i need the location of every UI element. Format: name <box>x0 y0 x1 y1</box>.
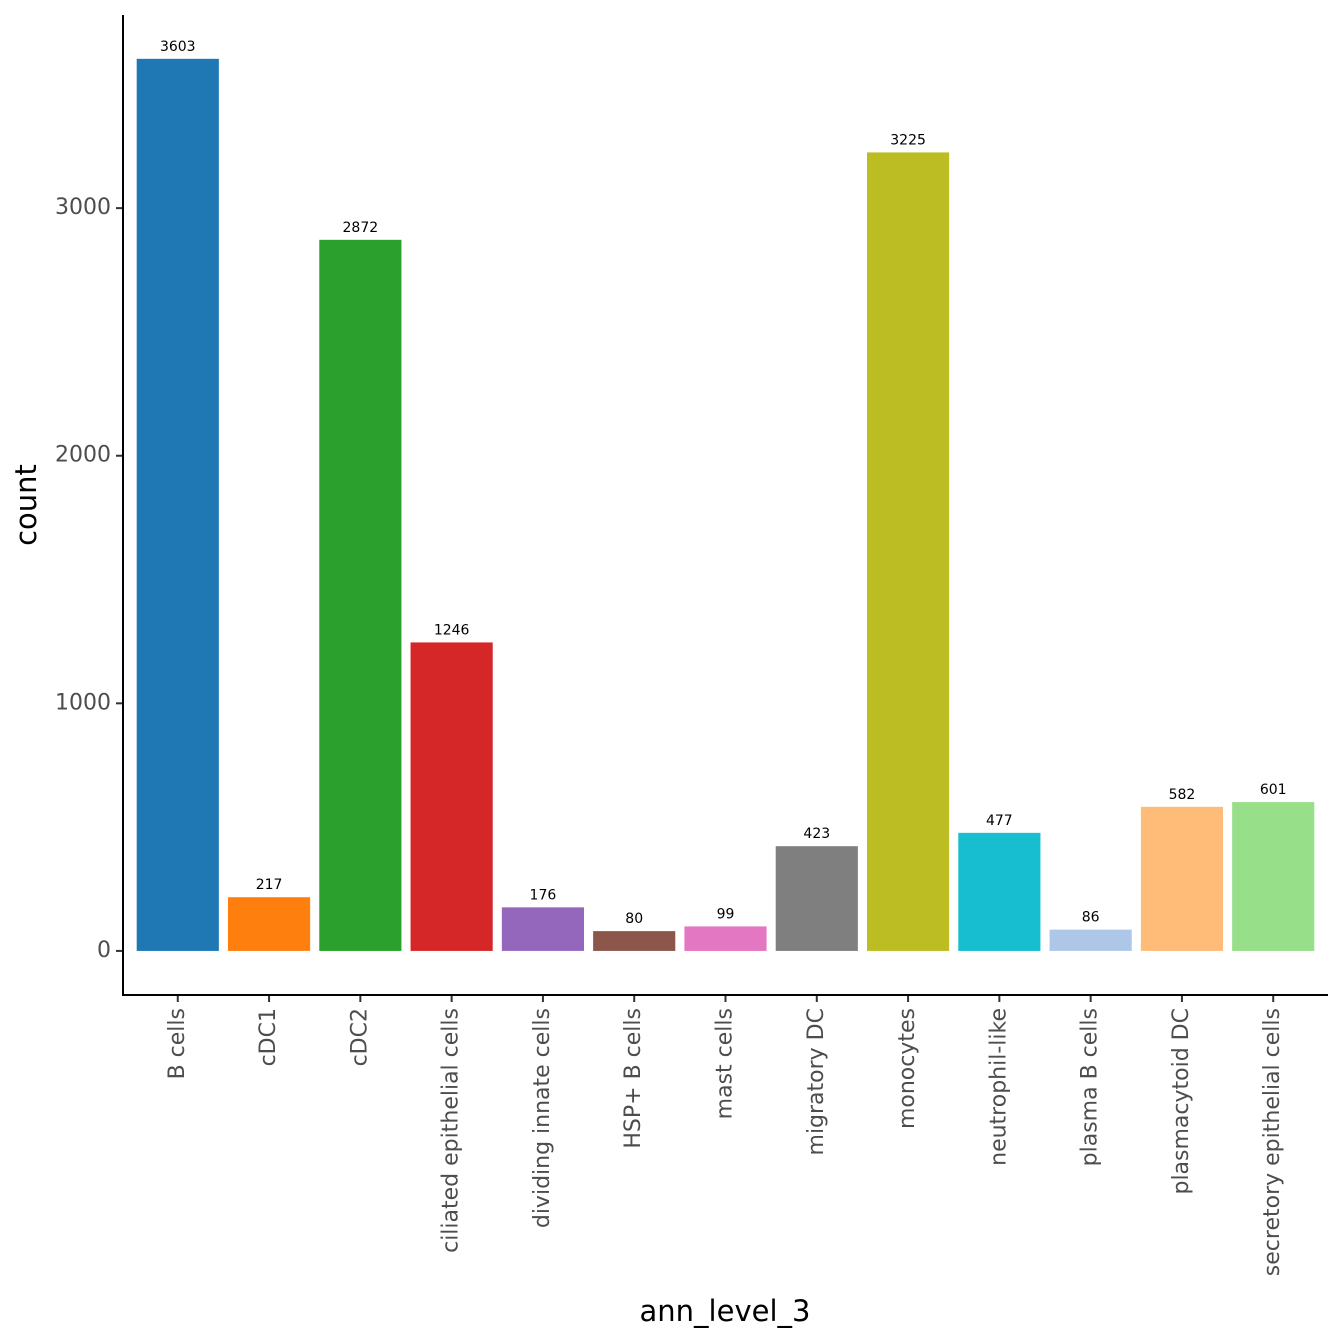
y-tick-label: 0 <box>97 938 111 963</box>
bar <box>410 642 493 951</box>
bar <box>319 239 402 951</box>
x-tick-label: HSP+ B cells <box>621 1008 646 1149</box>
x-tick-label: secretory epithelial cells <box>1260 1008 1285 1276</box>
value-label: 80 <box>625 911 643 927</box>
bar <box>1232 802 1315 951</box>
y-axis-title: count <box>9 464 43 546</box>
x-tick-label: migratory DC <box>804 1008 829 1155</box>
value-label: 3603 <box>160 39 196 55</box>
x-tick-label: mast cells <box>713 1008 738 1119</box>
y-tick-label: 1000 <box>55 690 111 715</box>
bar <box>593 931 676 951</box>
bar <box>684 926 767 951</box>
bar <box>1049 929 1132 951</box>
x-tick-label: dividing innate cells <box>530 1008 555 1228</box>
x-tick-label: cDC2 <box>347 1008 372 1066</box>
value-label: 2872 <box>343 220 379 236</box>
value-label: 1246 <box>434 622 470 638</box>
y-tick-label: 3000 <box>55 195 111 220</box>
x-tick-label: neutrophil-like <box>986 1008 1011 1166</box>
bar <box>775 846 858 951</box>
x-axis-title: ann_level_3 <box>640 1294 811 1328</box>
value-label: 217 <box>256 877 283 893</box>
bar <box>227 897 311 951</box>
value-label: 99 <box>717 906 735 922</box>
x-tick-label: ciliated epithelial cells <box>439 1008 464 1253</box>
x-tick-label: monocytes <box>895 1008 920 1129</box>
bar <box>136 58 219 951</box>
x-tick-label: cDC1 <box>256 1008 281 1066</box>
bar <box>1140 806 1224 951</box>
value-label: 477 <box>986 813 1013 829</box>
value-label: 582 <box>1169 787 1196 803</box>
bar <box>958 832 1041 951</box>
value-label: 423 <box>803 826 830 842</box>
x-tick-label: plasma B cells <box>1078 1008 1103 1166</box>
bar <box>866 152 950 951</box>
x-tick-label: plasmacytoid DC <box>1169 1008 1194 1195</box>
value-label: 86 <box>1082 910 1100 926</box>
value-label: 601 <box>1260 782 1287 798</box>
y-tick-label: 2000 <box>55 443 111 468</box>
x-tick-label: B cells <box>165 1008 190 1079</box>
value-label: 176 <box>530 887 557 903</box>
bar <box>501 907 585 951</box>
value-label: 3225 <box>890 132 926 148</box>
